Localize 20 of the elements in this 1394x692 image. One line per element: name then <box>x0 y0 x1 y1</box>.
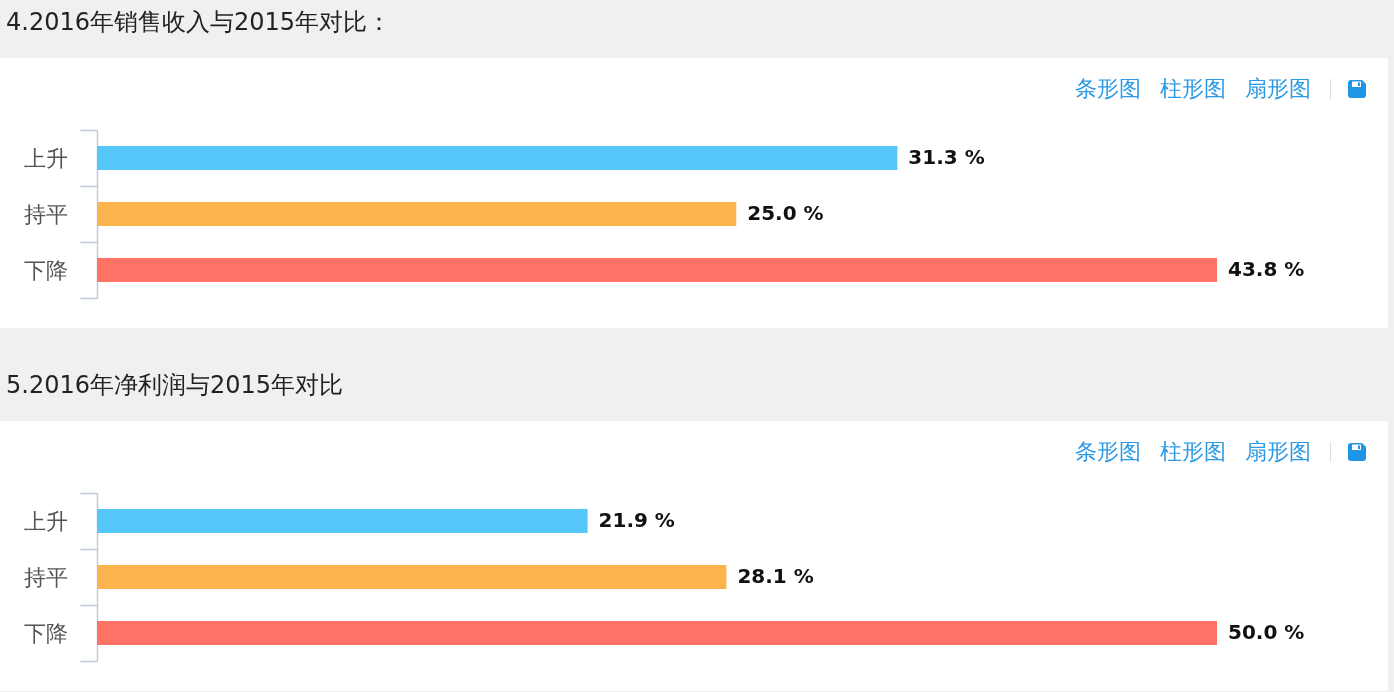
data-label: 43.8 % <box>1228 257 1305 281</box>
y-tick-label: 持平 <box>23 201 68 227</box>
data-label: 31.3 % <box>908 145 985 169</box>
text: 柱形图 <box>1160 439 1226 464</box>
y-tick-label: 持平 <box>23 564 68 590</box>
chart-title: 4.2016年销售收入与2015年对比： <box>6 8 392 36</box>
text: 柱形图 <box>1160 76 1226 101</box>
data-label: 25.0 % <box>747 201 824 225</box>
text: 扇形图 <box>1245 439 1311 464</box>
chart-title: 5.2016年净利润与2015年对比 <box>6 371 344 399</box>
y-tick-label: 上升 <box>23 145 68 171</box>
y-tick-label: 下降 <box>23 257 68 283</box>
text: 条形图 <box>1075 439 1141 464</box>
data-label: 21.9 % <box>598 508 675 532</box>
text: 扇形图 <box>1245 76 1311 101</box>
y-tick-label: 下降 <box>23 620 68 646</box>
data-label: 50.0 % <box>1228 620 1305 644</box>
data-label: 28.1 % <box>737 564 814 588</box>
y-tick-label: 上升 <box>23 508 68 534</box>
text: 条形图 <box>1075 76 1141 101</box>
